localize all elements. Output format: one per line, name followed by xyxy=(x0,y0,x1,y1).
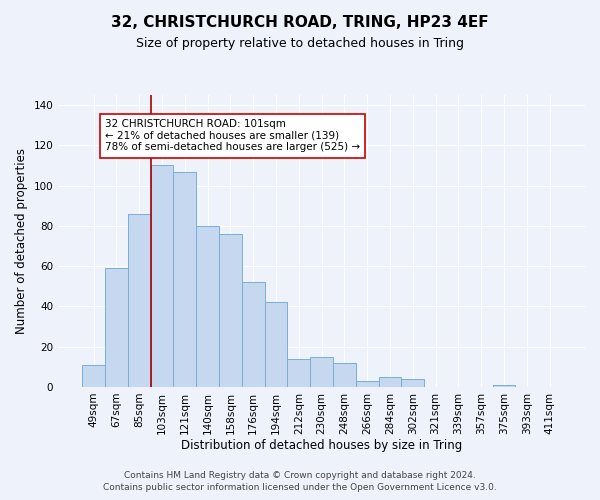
Bar xyxy=(265,302,287,387)
Bar xyxy=(196,226,219,387)
Bar xyxy=(287,359,310,387)
Bar xyxy=(401,379,424,387)
X-axis label: Distribution of detached houses by size in Tring: Distribution of detached houses by size … xyxy=(181,440,462,452)
Y-axis label: Number of detached properties: Number of detached properties xyxy=(15,148,28,334)
Bar xyxy=(310,357,333,387)
Bar xyxy=(82,365,105,387)
Bar xyxy=(333,363,356,387)
Bar xyxy=(219,234,242,387)
Bar xyxy=(379,377,401,387)
Bar xyxy=(151,166,173,387)
Text: Size of property relative to detached houses in Tring: Size of property relative to detached ho… xyxy=(136,38,464,51)
Bar xyxy=(356,381,379,387)
Bar xyxy=(242,282,265,387)
Text: Contains HM Land Registry data © Crown copyright and database right 2024.
Contai: Contains HM Land Registry data © Crown c… xyxy=(103,471,497,492)
Bar xyxy=(105,268,128,387)
Bar xyxy=(128,214,151,387)
Text: 32, CHRISTCHURCH ROAD, TRING, HP23 4EF: 32, CHRISTCHURCH ROAD, TRING, HP23 4EF xyxy=(111,15,489,30)
Text: 32 CHRISTCHURCH ROAD: 101sqm
← 21% of detached houses are smaller (139)
78% of s: 32 CHRISTCHURCH ROAD: 101sqm ← 21% of de… xyxy=(105,119,360,152)
Bar xyxy=(173,172,196,387)
Bar xyxy=(493,385,515,387)
